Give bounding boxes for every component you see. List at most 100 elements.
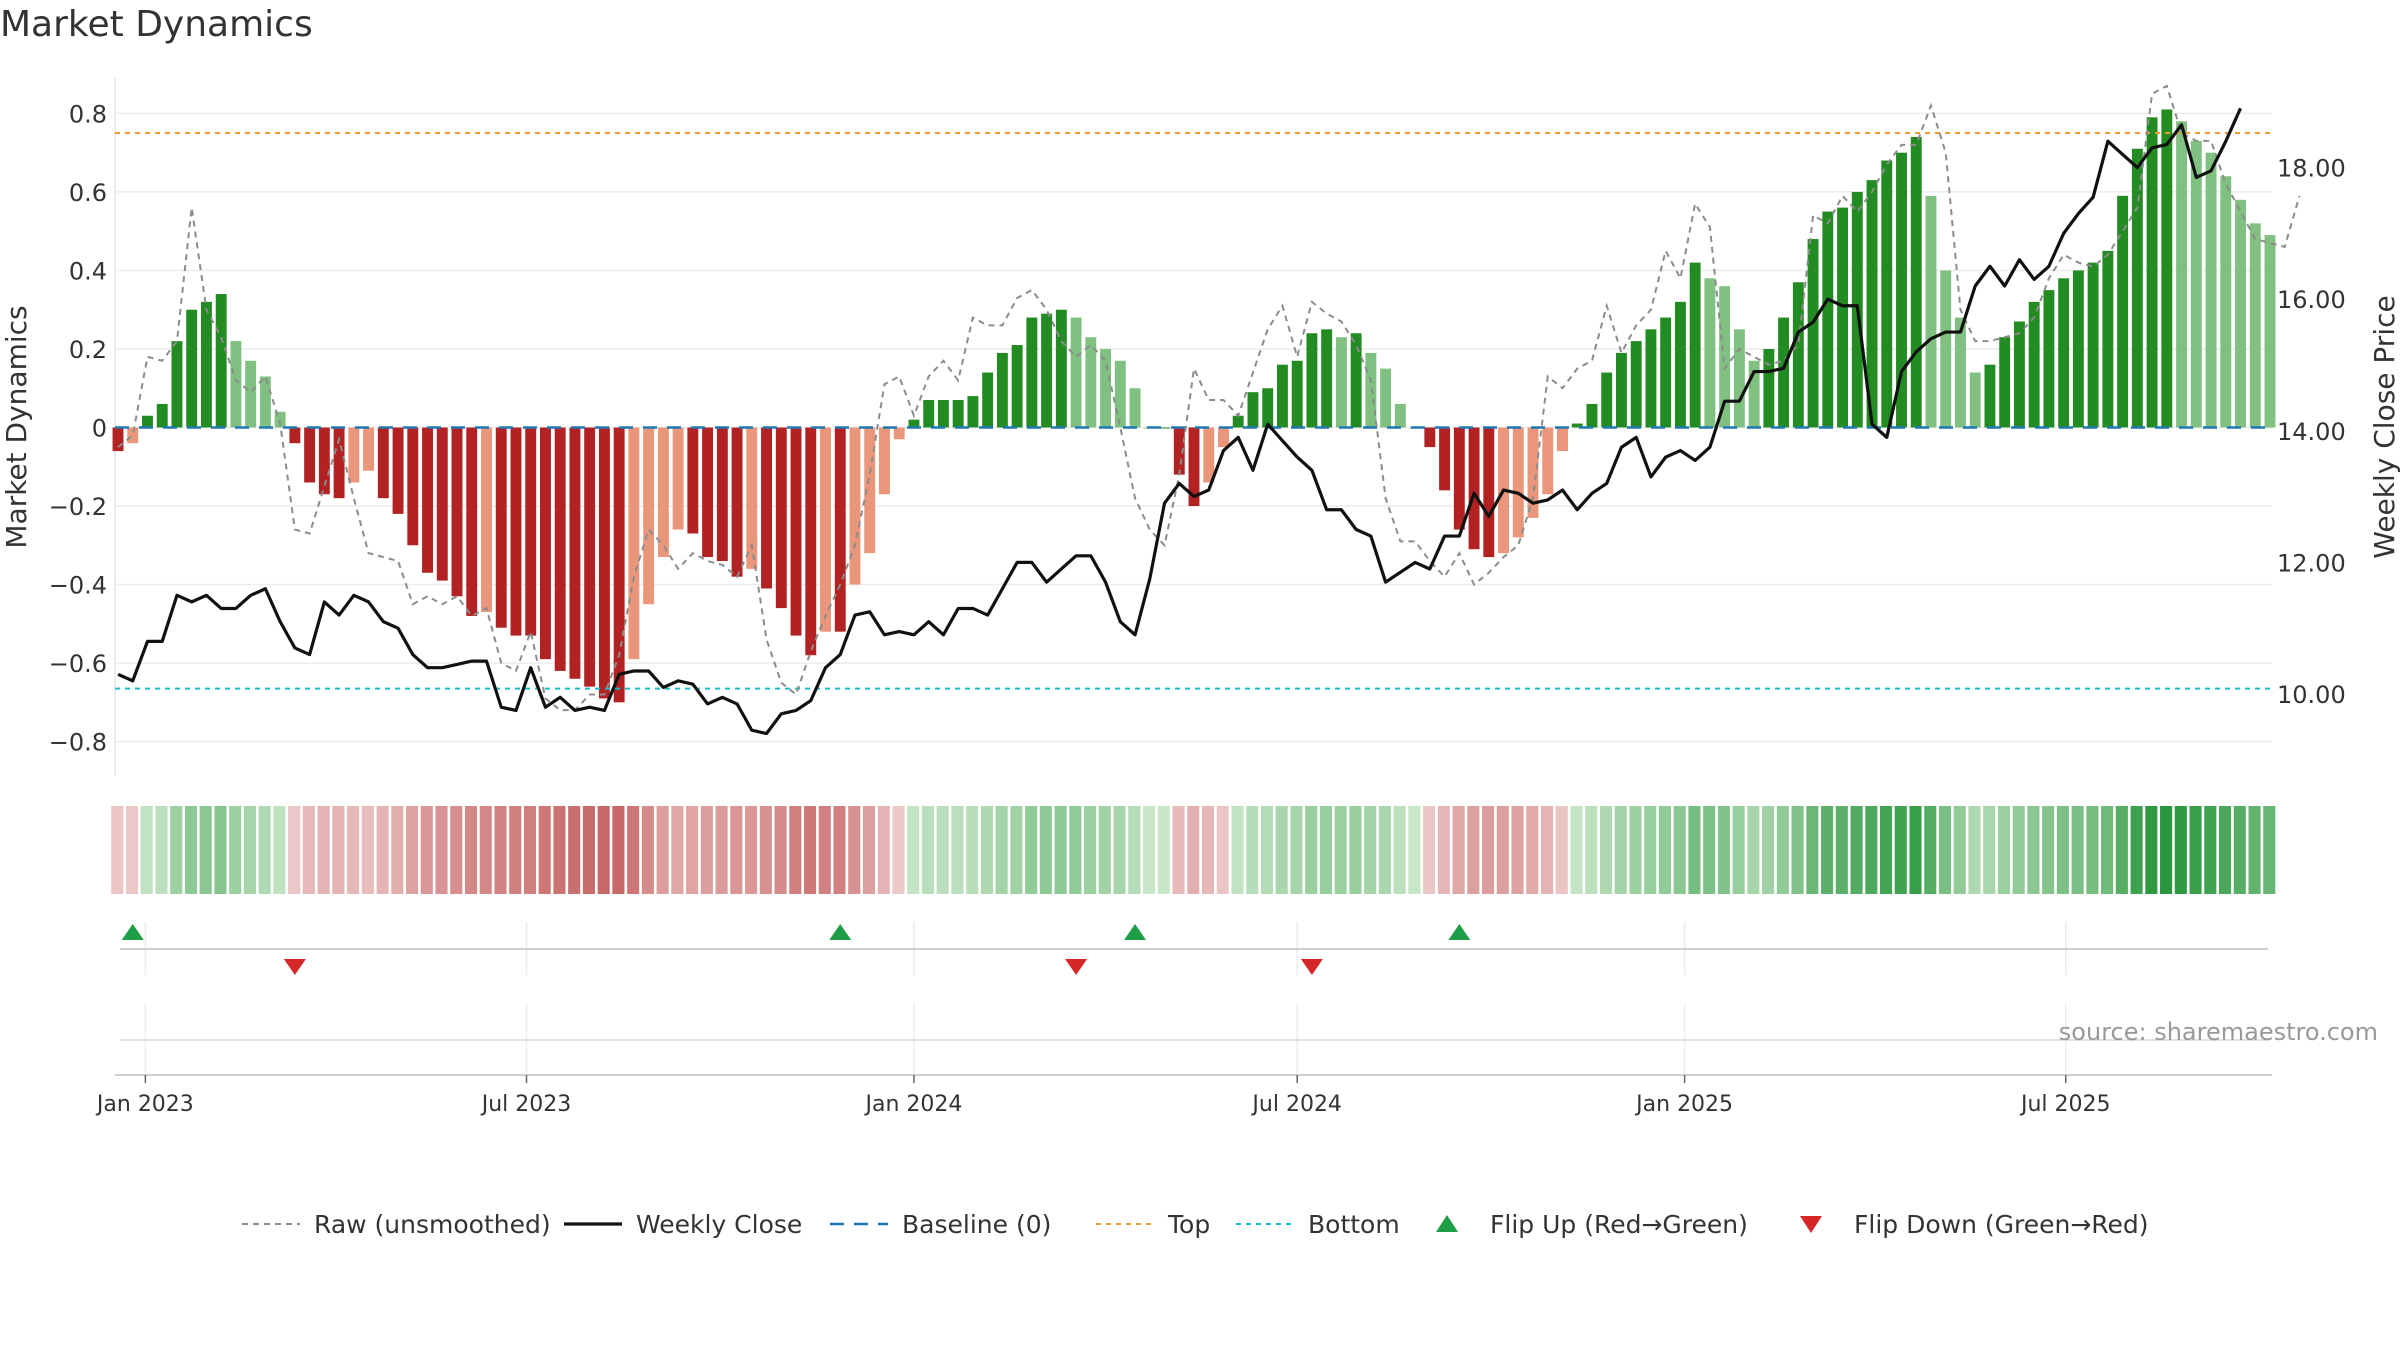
heat-cell: [288, 806, 301, 894]
close-series: [117, 107, 2242, 736]
dynamics-bar: [1807, 239, 1819, 428]
legend-label: Weekly Close: [636, 1210, 802, 1239]
dynamics-bar: [215, 294, 227, 428]
heat-cell: [1555, 806, 1568, 894]
heat-cell: [450, 806, 463, 894]
heat-cell: [494, 806, 507, 894]
heat-cell: [1703, 806, 1716, 894]
dynamics-bar: [1969, 372, 1981, 428]
heat-cell: [1275, 806, 1288, 894]
heat-cell: [184, 806, 198, 894]
dynamics-bar: [672, 427, 684, 530]
right-y-tick-label: 14.00: [2277, 418, 2346, 446]
heat-cell: [1762, 806, 1775, 894]
dynamics-bar: [304, 427, 316, 483]
dynamics-bar: [1999, 337, 2011, 428]
y-axis-label: Market Dynamics: [0, 305, 33, 548]
x-tick-label: Jan 2024: [863, 1092, 962, 1117]
heat-cell: [376, 806, 389, 894]
dynamics-bar: [274, 411, 286, 428]
dynamics-bar: [1262, 388, 1274, 428]
heat-cell: [1172, 806, 1185, 894]
heat-cell: [1452, 806, 1465, 894]
heat-cell: [1378, 806, 1391, 894]
heat-cell: [1482, 806, 1495, 894]
heat-cell: [1187, 806, 1200, 894]
legend-label: Top: [1167, 1210, 1210, 1239]
heat-cell: [2115, 806, 2128, 894]
dynamics-bar: [716, 427, 728, 561]
heat-cell: [2086, 806, 2099, 894]
dynamics-bar: [1778, 317, 1790, 428]
right-y-tick-label: 10.00: [2277, 681, 2346, 709]
close-line: [117, 107, 2242, 736]
dynamics-bar: [1365, 352, 1377, 428]
dynamics-bar: [2249, 223, 2261, 428]
heat-cell: [2056, 806, 2069, 894]
dynamics-bar: [259, 376, 271, 428]
dynamics-bar: [1380, 368, 1392, 428]
dynamics-bar: [333, 427, 345, 499]
dynamics-bar: [1866, 180, 1878, 428]
heat-cell: [155, 806, 168, 894]
dynamics-bar: [1984, 364, 1996, 428]
heat-cell: [1821, 806, 1834, 894]
dynamics-bar: [112, 427, 124, 452]
dynamics-bar: [1232, 415, 1244, 428]
dynamics-bar: [982, 372, 994, 428]
dynamics-bar: [2220, 176, 2232, 428]
dynamics-bar: [1557, 427, 1568, 452]
heat-cell: [1128, 806, 1141, 894]
heat-cell: [1496, 806, 1509, 894]
dynamics-bar: [1527, 427, 1539, 518]
dynamics-bar: [539, 427, 551, 660]
dynamics-bar: [1601, 372, 1613, 428]
dynamics-bar: [1129, 388, 1141, 428]
heat-cell: [1231, 806, 1244, 894]
y-tick-label: −0.8: [49, 729, 107, 757]
heat-cell: [1246, 806, 1259, 894]
dynamics-bar: [2161, 109, 2173, 428]
right-y-axis-label: Weekly Close Price: [2368, 295, 2400, 558]
heat-cell: [1423, 806, 1436, 894]
dynamics-bar: [952, 400, 964, 428]
dynamics-bar: [1910, 136, 1922, 428]
heat-cell: [1113, 806, 1126, 894]
heat-cell: [464, 806, 478, 894]
dynamics-bar: [510, 427, 522, 636]
heat-cell: [2027, 806, 2040, 894]
heat-cell: [2101, 806, 2114, 894]
heat-cell: [1084, 806, 1097, 894]
flip-down-marker: [1300, 959, 1323, 975]
heat-cell: [568, 806, 581, 894]
right-y-tick-label: 18.00: [2277, 155, 2346, 183]
dynamics-bar: [923, 400, 935, 428]
y-tick-label: 0.4: [69, 257, 107, 285]
dynamics-bar: [1674, 301, 1686, 428]
dynamics-bar: [2264, 235, 2276, 428]
dynamics-bar: [1100, 348, 1112, 428]
y-tick-label: 0: [92, 415, 107, 443]
heat-cell: [199, 806, 212, 894]
heat-cell: [406, 806, 419, 894]
dynamics-bar: [318, 427, 330, 495]
flip-up-marker: [121, 924, 144, 940]
heat-cell: [273, 806, 286, 894]
x-tick-label: Jan 2023: [95, 1092, 194, 1117]
heat-cell: [892, 806, 905, 894]
heat-cell: [170, 806, 183, 894]
heat-cell: [1334, 806, 1347, 894]
heat-cell: [1629, 806, 1642, 894]
dynamics-bar: [820, 427, 831, 632]
heat-cell: [789, 806, 802, 894]
y-tick-label: −0.4: [49, 572, 107, 600]
heat-cell: [435, 806, 448, 894]
heat-cell: [1644, 806, 1657, 894]
dynamics-bar: [451, 427, 463, 597]
dynamics-bar: [525, 427, 537, 636]
heat-cell: [1364, 806, 1377, 894]
flip-markers: [120, 922, 2268, 975]
heat-cell: [1614, 806, 1627, 894]
heat-cell: [995, 806, 1008, 894]
